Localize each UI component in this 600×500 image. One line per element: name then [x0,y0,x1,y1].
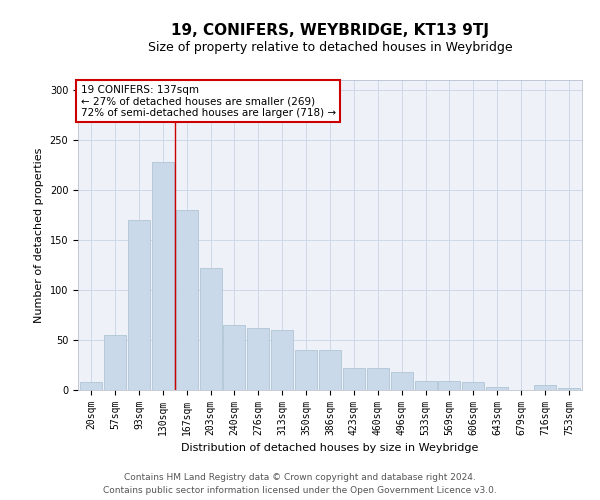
Bar [152,162,174,390]
Bar [558,388,580,390]
Bar [319,350,341,390]
Text: 19, CONIFERS, WEYBRIDGE, KT13 9TJ: 19, CONIFERS, WEYBRIDGE, KT13 9TJ [171,22,489,38]
Bar [295,350,317,390]
Bar [271,330,293,390]
Text: Contains HM Land Registry data © Crown copyright and database right 2024.
Contai: Contains HM Land Registry data © Crown c… [103,474,497,495]
Bar [486,387,508,390]
Bar [534,385,556,390]
Bar [176,210,197,390]
Text: Size of property relative to detached houses in Weybridge: Size of property relative to detached ho… [148,41,512,54]
Bar [343,368,365,390]
Bar [367,368,389,390]
X-axis label: Distribution of detached houses by size in Weybridge: Distribution of detached houses by size … [181,444,479,454]
Bar [439,381,460,390]
Bar [463,382,484,390]
Bar [247,328,269,390]
Text: 19 CONIFERS: 137sqm
← 27% of detached houses are smaller (269)
72% of semi-detac: 19 CONIFERS: 137sqm ← 27% of detached ho… [80,84,335,118]
Bar [128,220,150,390]
Bar [223,325,245,390]
Y-axis label: Number of detached properties: Number of detached properties [34,148,44,322]
Bar [80,382,102,390]
Bar [104,335,126,390]
Bar [415,381,437,390]
Bar [391,372,413,390]
Bar [200,268,221,390]
